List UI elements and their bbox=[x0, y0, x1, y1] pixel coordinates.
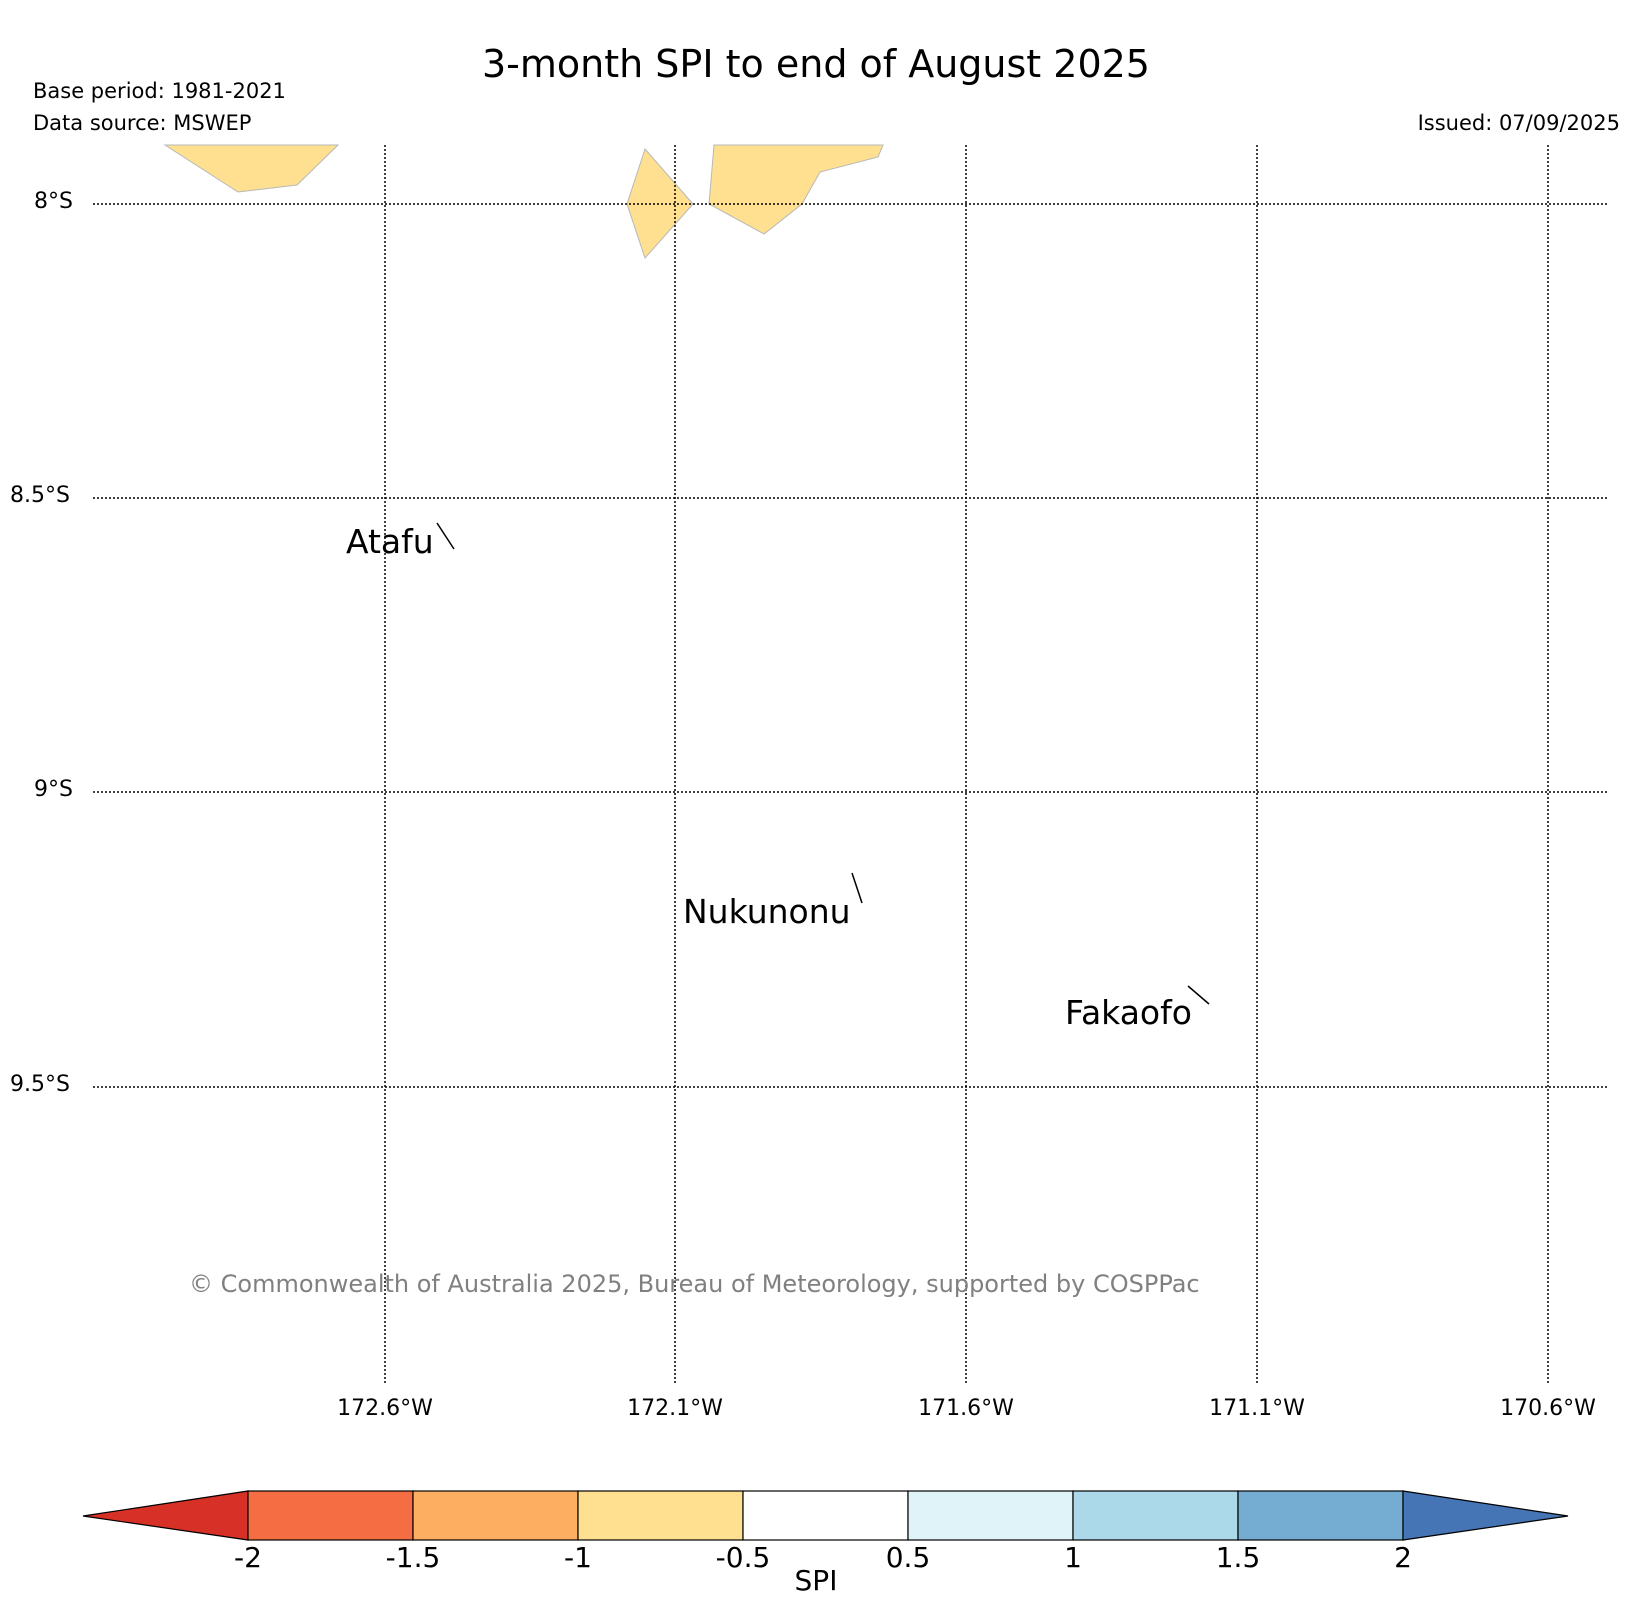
atafu-atoll-outline bbox=[436, 522, 455, 550]
nukunonu-atoll-outline bbox=[851, 872, 863, 904]
colorbar bbox=[82, 1490, 1569, 1541]
colorbar-tick-label: -1 bbox=[564, 1541, 592, 1574]
colorbar-bin-5 bbox=[907, 1490, 1074, 1541]
colorbar-bin-2 bbox=[412, 1490, 579, 1541]
shaded-area-central bbox=[626, 148, 694, 259]
longitude-gridlines bbox=[384, 145, 1549, 1383]
place-label-atafu: Atafu bbox=[346, 522, 434, 561]
colorbar-bin-3 bbox=[577, 1490, 744, 1541]
atoll-outlines bbox=[436, 522, 1210, 1005]
colorbar-bin-1 bbox=[247, 1490, 414, 1541]
shaded-area-west bbox=[163, 144, 340, 193]
lat-tick-label: 9°S bbox=[34, 777, 73, 802]
colorbar-tick-label: -1.5 bbox=[385, 1541, 441, 1574]
colorbar-tick-label: 2 bbox=[1394, 1541, 1412, 1574]
latitude-gridlines bbox=[93, 203, 1607, 1088]
data-source-note: Data source: MSWEP bbox=[33, 111, 252, 135]
lon-tick-label: 172.1°W bbox=[627, 1396, 723, 1421]
spi-shaded-areas bbox=[163, 144, 884, 259]
fakaofo-atoll-outline bbox=[1187, 985, 1210, 1005]
colorbar-tick-label: -2 bbox=[234, 1541, 262, 1574]
lat-tick-label: 8.5°S bbox=[10, 483, 70, 508]
colorbar-extend-high bbox=[1402, 1490, 1569, 1541]
colorbar-bin-4 bbox=[742, 1490, 909, 1541]
colorbar-tick-label: 1 bbox=[1064, 1541, 1082, 1574]
colorbar-bin-7 bbox=[1237, 1490, 1404, 1541]
place-label-fakaofo: Fakaofo bbox=[1065, 993, 1192, 1032]
lon-tick-label: 171.6°W bbox=[918, 1396, 1014, 1421]
colorbar-tick-label: 1.5 bbox=[1215, 1541, 1261, 1574]
shaded-area-east bbox=[708, 144, 884, 235]
colorbar-extend-low bbox=[82, 1490, 249, 1541]
colorbar-bin-6 bbox=[1072, 1490, 1239, 1541]
colorbar-tick-label: -0.5 bbox=[715, 1541, 771, 1574]
map-title: 3-month SPI to end of August 2025 bbox=[482, 42, 1150, 86]
place-label-nukunonu: Nukunonu bbox=[683, 892, 851, 931]
lon-tick-label: 171.1°W bbox=[1209, 1396, 1305, 1421]
colorbar-tick-label: 0.5 bbox=[885, 1541, 931, 1574]
base-period-note: Base period: 1981-2021 bbox=[33, 79, 286, 103]
copyright-notice: © Commonwealth of Australia 2025, Bureau… bbox=[189, 1270, 1200, 1298]
colorbar-label: SPI bbox=[794, 1564, 838, 1597]
issued-date: Issued: 07/09/2025 bbox=[1417, 111, 1620, 135]
lon-tick-label: 170.6°W bbox=[1500, 1396, 1596, 1421]
lon-tick-label: 172.6°W bbox=[337, 1396, 433, 1421]
lat-tick-label: 8°S bbox=[34, 189, 73, 214]
lat-tick-label: 9.5°S bbox=[10, 1072, 70, 1097]
